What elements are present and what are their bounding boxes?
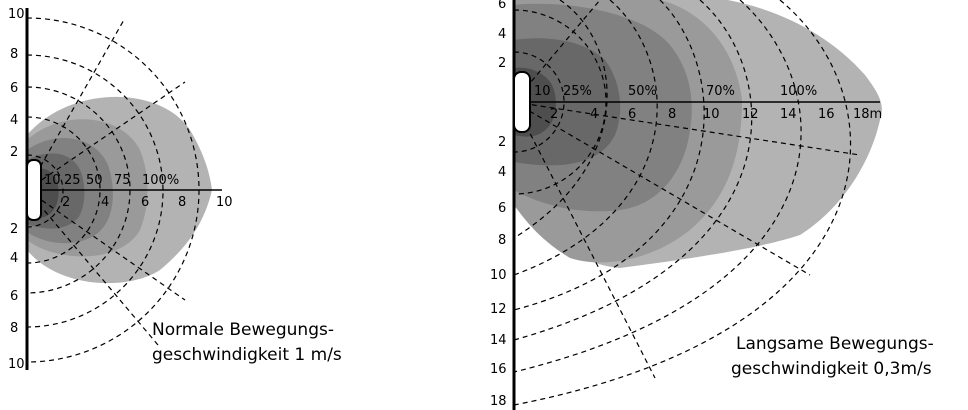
left-sensor-icon — [26, 159, 42, 221]
right-x-label-4: 4 — [590, 107, 598, 122]
left-y-label-4-top: 4 — [10, 113, 18, 128]
left-x-label-2: 2 — [62, 195, 70, 210]
right-x-label-14: 14 — [780, 107, 797, 122]
left-x-label-10: 10 — [216, 195, 233, 210]
left-x-label-8: 8 — [178, 195, 186, 210]
left-y-label-8-top: 8 — [10, 47, 18, 62]
left-y-label-10-bottom: 10 — [8, 357, 25, 372]
right-pct-50: 50% — [628, 84, 657, 99]
right-arc-6 — [513, 0, 753, 341]
right-y-label-2-top: 2 — [498, 56, 506, 71]
left-ray-2 — [26, 189, 159, 346]
right-ray-4 — [513, 101, 861, 156]
right-pct-10: 10 — [534, 84, 551, 99]
right-arc-5 — [513, 0, 705, 311]
left-pct-100: 100% — [142, 173, 179, 188]
right-x-label-10: 10 — [703, 107, 720, 122]
right-y-label-18-bottom: 18 — [490, 394, 507, 409]
left-caption-line1: Normale Bewegungs- — [152, 320, 334, 340]
right-caption-line2: geschwindigkeit 0,3m/s — [731, 359, 932, 379]
right-pct-25: 25% — [563, 84, 592, 99]
right-y-label-4-top: 4 — [498, 27, 506, 42]
left-y-label-2-bottom: 2 — [10, 222, 18, 237]
left-caption-line2: geschwindigkeit 1 m/s — [152, 345, 342, 365]
right-x-label-8: 8 — [668, 107, 676, 122]
right-y-label-8-bottom: 8 — [498, 233, 506, 248]
right-diagram: 6 4 2 2 4 6 8 10 12 14 16 18 2 4 6 8 10 … — [490, 0, 934, 410]
left-diagram: 10 8 6 4 2 2 4 6 8 10 2 4 6 8 10 10 25 5… — [8, 7, 342, 372]
left-pct-10: 10 — [44, 173, 61, 188]
left-pct-25: 25 — [64, 173, 81, 188]
right-y-label-16-bottom: 16 — [490, 362, 507, 377]
right-arc-3 — [513, 0, 608, 239]
left-y-label-2-top: 2 — [10, 145, 18, 160]
right-y-label-12-bottom: 12 — [490, 302, 507, 317]
right-x-label-6: 6 — [628, 107, 636, 122]
right-arc-8 — [513, 0, 852, 406]
left-ray-1 — [26, 17, 126, 191]
right-y-label-4-bottom: 4 — [498, 165, 506, 180]
right-arc-7 — [513, 0, 802, 373]
right-x-label-2: 2 — [550, 107, 558, 122]
left-ray-4 — [26, 81, 186, 191]
right-pct-70: 70% — [706, 84, 735, 99]
right-y-label-10-bottom: 10 — [490, 268, 507, 283]
right-x-label-12: 12 — [742, 107, 759, 122]
left-arc-4 — [26, 54, 164, 328]
left-x-label-6: 6 — [141, 195, 149, 210]
left-y-label-8-bottom: 8 — [10, 321, 18, 336]
left-y-label-4-bottom: 4 — [10, 251, 18, 266]
left-arc-1 — [26, 154, 64, 228]
right-x-label-18m: 18m — [853, 107, 882, 122]
left-y-label-10-top: 10 — [8, 7, 25, 22]
right-arc-1 — [513, 51, 565, 153]
right-y-label-6-top: 6 — [498, 0, 506, 12]
left-pct-75: 75 — [114, 173, 131, 188]
left-x-label-4: 4 — [101, 195, 109, 210]
left-y-label-6-bottom: 6 — [10, 289, 18, 304]
right-caption-line1: Langsame Bewegungs- — [736, 334, 934, 354]
left-pct-50: 50 — [86, 173, 103, 188]
right-ray-1 — [513, 101, 656, 379]
right-sensor-icon — [513, 71, 531, 133]
right-arc-4 — [513, 0, 658, 276]
left-arc-3 — [26, 86, 131, 294]
right-y-label-6-bottom: 6 — [498, 201, 506, 216]
right-pct-100: 100% — [780, 84, 817, 99]
left-y-label-6-top: 6 — [10, 81, 18, 96]
right-x-label-16: 16 — [818, 107, 835, 122]
right-ray-2 — [513, 101, 811, 276]
right-y-label-2-bottom: 2 — [498, 135, 506, 150]
right-y-label-14-bottom: 14 — [490, 333, 507, 348]
